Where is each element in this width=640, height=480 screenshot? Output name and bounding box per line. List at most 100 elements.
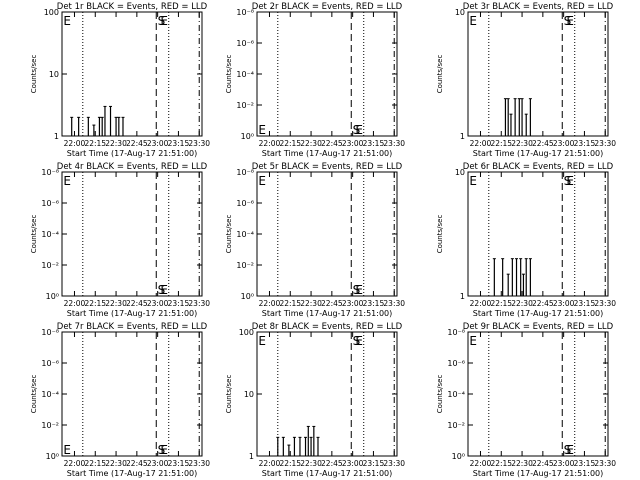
y-tick-label: 10⁻² [236,101,254,110]
y-tick-label: 10⁻² [447,421,465,430]
x-tick-label: 23:15 [168,299,190,308]
x-tick-label: 23:30 [594,459,616,468]
x-tick-label: 23:00 [147,459,169,468]
x-tick-label: 23:15 [363,299,385,308]
event-marker: E [160,283,168,297]
y-tick-label: 10⁻⁴ [447,390,465,399]
event-marker: E [566,14,574,28]
y-axis-label: Counts/sec [436,55,444,94]
plot-title: Det 2r BLACK = Events, RED = LLD [252,2,403,12]
detector-plot-6: Det 6r BLACK = Events, RED = LLD Counts/s… [436,162,616,318]
x-tick-label: 22:30 [300,459,322,468]
x-tick-label: 22:15 [84,299,106,308]
y-tick-label: 10⁰ [241,132,254,141]
x-tick-label: 22:30 [105,139,127,148]
x-tick-label: 22:00 [470,299,492,308]
x-tick-label: 23:00 [147,139,169,148]
y-tick-label: 100 [239,328,254,337]
x-tick-label: 22:15 [279,299,301,308]
event-marker: E [355,123,363,137]
detector-plot-9: Det 9r BLACK = Events, RED = LLD Counts/s… [436,322,616,478]
y-axis-label: Counts/sec [30,375,38,414]
event-marker: S [564,14,572,28]
x-tick-label: 22:45 [126,459,148,468]
plot-title: Det 7r BLACK = Events, RED = LLD [57,322,208,332]
event-marker: S [564,443,572,457]
x-axis-label: Start Time (17-Aug-17 21:51:00) [262,469,393,478]
x-tick-label: 23:30 [383,299,405,308]
event-marker: E [566,443,574,457]
y-tick-label: 10⁻⁶ [236,39,254,48]
x-axis-label: Start Time (17-Aug-17 21:51:00) [67,149,198,158]
event-marker: S [353,123,361,137]
x-tick-label: 22:00 [64,139,86,148]
x-tick-label: 22:45 [532,299,554,308]
x-tick-label: 22:15 [490,299,512,308]
y-tick-label: 10⁻² [236,261,254,270]
event-marker: E [469,334,477,348]
detector-plot-2: Det 2r BLACK = Events, RED = LLD Counts/s… [225,2,405,158]
y-tick-label: 10⁻² [41,421,59,430]
x-tick-label: 23:15 [574,459,596,468]
y-tick-label: 10⁻² [41,261,59,270]
y-tick-label: 10⁻⁸ [236,168,254,177]
y-axis-label: Counts/sec [225,215,233,254]
x-tick-label: 22:15 [279,139,301,148]
y-tick-label: 1 [460,292,465,301]
x-tick-label: 23:30 [594,299,616,308]
x-tick-label: 23:30 [188,299,210,308]
event-marker: S [564,174,572,188]
x-tick-label: 23:00 [342,299,364,308]
x-tick-label: 22:15 [84,139,106,148]
detector-plot-7: Det 7r BLACK = Events, RED = LLD Counts/s… [30,322,210,478]
x-axis-label: Start Time (17-Aug-17 21:51:00) [473,309,604,318]
y-axis-label: Counts/sec [225,375,233,414]
y-tick-label: 10⁻⁴ [236,230,254,239]
x-tick-label: 22:00 [470,459,492,468]
y-tick-label: 10⁰ [241,292,254,301]
x-tick-label: 23:30 [383,139,405,148]
y-tick-label: 10⁻⁸ [41,168,59,177]
x-axis-label: Start Time (17-Aug-17 21:51:00) [67,309,198,318]
x-tick-label: 22:15 [279,459,301,468]
plot-title: Det 1r BLACK = Events, RED = LLD [57,2,208,12]
event-marker: E [63,174,71,188]
x-tick-label: 22:15 [490,459,512,468]
x-tick-label: 23:15 [168,139,190,148]
x-tick-label: 23:00 [147,299,169,308]
x-tick-label: 23:15 [574,139,596,148]
event-marker: E [160,14,168,28]
event-marker: S [353,283,361,297]
y-tick-label: 10⁻⁶ [41,359,59,368]
y-tick-label: 10⁻⁴ [41,230,59,239]
x-tick-label: 22:00 [259,459,281,468]
x-tick-label: 22:45 [126,299,148,308]
y-tick-label: 10⁻⁸ [236,8,254,17]
y-tick-label: 10 [244,390,254,399]
x-tick-label: 22:45 [532,459,554,468]
detector-plot-4: Det 4r BLACK = Events, RED = LLD Counts/s… [30,162,210,318]
plot-title: Det 3r BLACK = Events, RED = LLD [463,2,614,12]
x-tick-label: 22:45 [321,299,343,308]
y-tick-label: 10⁻⁸ [447,328,465,337]
plot-title: Det 4r BLACK = Events, RED = LLD [57,162,208,172]
x-tick-label: 22:45 [126,139,148,148]
y-tick-label: 10⁰ [46,292,59,301]
event-marker: E [469,174,477,188]
x-tick-label: 23:00 [342,459,364,468]
event-marker: E [258,334,266,348]
y-axis-label: Counts/sec [30,215,38,254]
x-tick-label: 23:00 [553,139,575,148]
y-axis-label: Counts/sec [436,215,444,254]
x-tick-label: 23:00 [553,459,575,468]
y-tick-label: 10⁻⁴ [236,70,254,79]
x-tick-label: 23:15 [363,459,385,468]
y-tick-label: 1 [460,132,465,141]
x-tick-label: 22:00 [259,139,281,148]
y-tick-label: 10 [455,8,465,17]
event-marker: S [353,334,361,348]
x-tick-label: 22:30 [105,299,127,308]
event-marker: E [355,334,363,348]
x-tick-label: 22:00 [259,299,281,308]
y-tick-label: 10⁰ [452,452,465,461]
